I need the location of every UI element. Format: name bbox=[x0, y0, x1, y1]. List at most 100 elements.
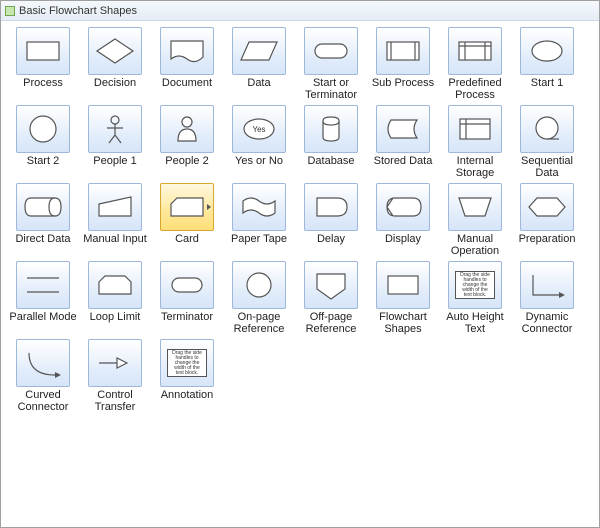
shape-label: Sub Process bbox=[368, 77, 438, 101]
sub-process-icon bbox=[381, 33, 425, 69]
shape-cell-document: Document bbox=[155, 27, 219, 101]
shape-tile-database[interactable] bbox=[304, 105, 358, 153]
shape-label: Display bbox=[368, 233, 438, 257]
data-icon bbox=[237, 33, 281, 69]
shape-tile-direct-data[interactable] bbox=[16, 183, 70, 231]
onpage-ref-icon bbox=[237, 267, 281, 303]
shape-label: On-page Reference bbox=[224, 311, 294, 335]
shape-tile-annotation[interactable]: Drag the side handles to change the widt… bbox=[160, 339, 214, 387]
shape-cell-onpage-ref: On-page Reference bbox=[227, 261, 291, 335]
direct-data-icon bbox=[21, 189, 65, 225]
shape-tile-process[interactable] bbox=[16, 27, 70, 75]
shape-cell-sub-process: Sub Process bbox=[371, 27, 435, 101]
shape-label: Sequential Data bbox=[512, 155, 582, 179]
shape-tile-start2[interactable] bbox=[16, 105, 70, 153]
shape-tile-sequential-data[interactable] bbox=[520, 105, 574, 153]
shape-tile-delay[interactable] bbox=[304, 183, 358, 231]
shape-cell-loop-limit: Loop Limit bbox=[83, 261, 147, 335]
shape-tile-curved-connector[interactable] bbox=[16, 339, 70, 387]
window-title: Basic Flowchart Shapes bbox=[19, 5, 137, 17]
shape-cell-auto-height-text: Drag the side handles to change the widt… bbox=[443, 261, 507, 335]
shape-tile-decision[interactable] bbox=[88, 27, 142, 75]
shape-label: People 1 bbox=[80, 155, 150, 179]
shape-cell-manual-input: Manual Input bbox=[83, 183, 147, 257]
people2-icon bbox=[165, 111, 209, 147]
shape-cell-people2: People 2 bbox=[155, 105, 219, 179]
shape-label: People 2 bbox=[152, 155, 222, 179]
shape-tile-start1[interactable] bbox=[520, 27, 574, 75]
shape-label: Process bbox=[8, 77, 78, 101]
flowchart-shapes-icon bbox=[381, 267, 425, 303]
shape-tile-parallel-mode[interactable] bbox=[16, 261, 70, 309]
shape-tile-preparation[interactable] bbox=[520, 183, 574, 231]
shape-cell-internal-storage: Internal Storage bbox=[443, 105, 507, 179]
shape-tile-offpage-ref[interactable] bbox=[304, 261, 358, 309]
parallel-mode-icon bbox=[21, 267, 65, 303]
shape-cell-preparation: Preparation bbox=[515, 183, 579, 257]
shape-label: Direct Data bbox=[8, 233, 78, 257]
shape-tile-manual-input[interactable] bbox=[88, 183, 142, 231]
database-icon bbox=[309, 111, 353, 147]
shape-cell-flowchart-shapes: Flowchart Shapes bbox=[371, 261, 435, 335]
shape-cell-start-or-term: Start or Terminator bbox=[299, 27, 363, 101]
shape-tile-terminator[interactable] bbox=[160, 261, 214, 309]
internal-storage-icon bbox=[453, 111, 497, 147]
window-titlebar: Basic Flowchart Shapes bbox=[1, 1, 599, 21]
shape-cell-process: Process bbox=[11, 27, 75, 101]
shape-label: Control Transfer bbox=[80, 389, 150, 413]
shape-tile-dynamic-connector[interactable] bbox=[520, 261, 574, 309]
card-icon bbox=[165, 189, 209, 225]
auto-height-text-icon: Drag the side handles to change the widt… bbox=[455, 271, 495, 299]
yes-or-no-icon: Yes bbox=[237, 111, 281, 147]
shape-label: Dynamic Connector bbox=[512, 311, 582, 335]
shape-cell-stored-data: Stored Data bbox=[371, 105, 435, 179]
start1-icon bbox=[525, 33, 569, 69]
shape-tile-stored-data[interactable] bbox=[376, 105, 430, 153]
shape-label: Start or Terminator bbox=[296, 77, 366, 101]
shape-tile-control-transfer[interactable] bbox=[88, 339, 142, 387]
control-transfer-icon bbox=[93, 345, 137, 381]
shape-tile-card[interactable] bbox=[160, 183, 214, 231]
shape-label: Flowchart Shapes bbox=[368, 311, 438, 335]
shape-tile-start-or-term[interactable] bbox=[304, 27, 358, 75]
shape-tile-display[interactable] bbox=[376, 183, 430, 231]
shape-tile-loop-limit[interactable] bbox=[88, 261, 142, 309]
shape-tile-yes-or-no[interactable]: Yes bbox=[232, 105, 286, 153]
shape-label: Data bbox=[224, 77, 294, 101]
shape-tile-people2[interactable] bbox=[160, 105, 214, 153]
people1-icon bbox=[93, 111, 137, 147]
shape-cell-decision: Decision bbox=[83, 27, 147, 101]
annotation-icon: Drag the side handles to change the widt… bbox=[167, 349, 207, 377]
shape-tile-flowchart-shapes[interactable] bbox=[376, 261, 430, 309]
shape-label: Database bbox=[296, 155, 366, 179]
shape-cell-start2: Start 2 bbox=[11, 105, 75, 179]
display-icon bbox=[381, 189, 425, 225]
shape-cell-database: Database bbox=[299, 105, 363, 179]
shape-label: Terminator bbox=[152, 311, 222, 335]
document-icon bbox=[165, 33, 209, 69]
shape-cell-parallel-mode: Parallel Mode bbox=[11, 261, 75, 335]
shape-tile-sub-process[interactable] bbox=[376, 27, 430, 75]
shape-label: Document bbox=[152, 77, 222, 101]
shape-label: Off-page Reference bbox=[296, 311, 366, 335]
shape-tile-document[interactable] bbox=[160, 27, 214, 75]
shape-tile-internal-storage[interactable] bbox=[448, 105, 502, 153]
manual-input-icon bbox=[93, 189, 137, 225]
shape-tile-paper-tape[interactable] bbox=[232, 183, 286, 231]
shape-tile-manual-op[interactable] bbox=[448, 183, 502, 231]
shape-cell-terminator: Terminator bbox=[155, 261, 219, 335]
shape-tile-predef-process[interactable] bbox=[448, 27, 502, 75]
app-icon bbox=[5, 6, 15, 16]
shape-tile-people1[interactable] bbox=[88, 105, 142, 153]
shape-palette: ProcessDecisionDocumentDataStart or Term… bbox=[1, 21, 599, 423]
shape-label: Manual Operation bbox=[440, 233, 510, 257]
shape-label: Preparation bbox=[512, 233, 582, 257]
shape-tile-onpage-ref[interactable] bbox=[232, 261, 286, 309]
shape-cell-delay: Delay bbox=[299, 183, 363, 257]
shape-tile-auto-height-text[interactable]: Drag the side handles to change the widt… bbox=[448, 261, 502, 309]
process-icon bbox=[21, 33, 65, 69]
delay-icon bbox=[309, 189, 353, 225]
shape-cell-yes-or-no: YesYes or No bbox=[227, 105, 291, 179]
shape-cell-paper-tape: Paper Tape bbox=[227, 183, 291, 257]
shape-tile-data[interactable] bbox=[232, 27, 286, 75]
